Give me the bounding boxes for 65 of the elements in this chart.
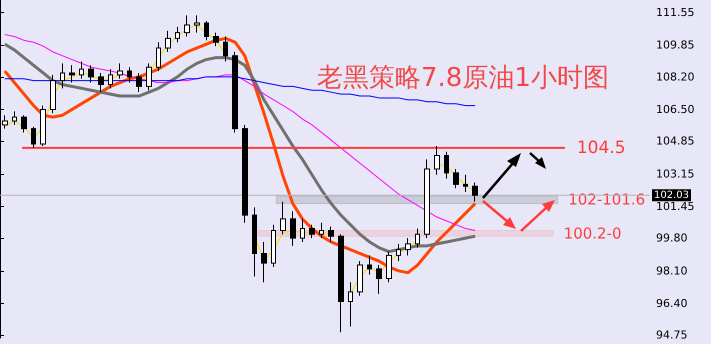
candlestick (348, 282, 353, 327)
ref-line-label: 102.03 (654, 190, 689, 201)
candlestick (271, 224, 276, 268)
candlestick (175, 26, 180, 43)
candlestick (12, 110, 17, 126)
candlestick (309, 224, 315, 239)
candlestick (424, 158, 430, 239)
candlestick (290, 210, 296, 246)
y-tick-label: 101.45 (656, 200, 694, 213)
candlestick (444, 151, 449, 180)
y-tick-label: 94.75 (656, 328, 688, 342)
y-tick-label: 103.15 (656, 167, 694, 180)
candlestick (136, 72, 142, 93)
candlestick (232, 51, 238, 134)
candlestick (117, 62, 123, 80)
candlestick (40, 105, 46, 146)
y-tick-label: 98.10 (656, 264, 688, 278)
candlestick (261, 241, 267, 283)
candlestick (98, 72, 104, 93)
candlestick (21, 114, 27, 134)
candlestick (204, 20, 209, 41)
candlestick (328, 226, 334, 242)
y-tick-label: 106.50 (656, 102, 694, 116)
candlestick (223, 36, 228, 62)
candlestick (156, 42, 161, 72)
candlestick (367, 254, 372, 276)
candlestick (165, 30, 171, 52)
y-tick-label: 111.55 (656, 6, 694, 19)
candlestick (357, 260, 363, 296)
candlestick (453, 168, 459, 189)
candlestick (463, 174, 468, 193)
candlestick (146, 62, 152, 91)
candlestick (79, 60, 84, 80)
y-tick-label: 104.85 (656, 134, 694, 148)
ref-line-label: 104.5 (576, 138, 626, 158)
text: 老黑策略7.8原油1小时图 (317, 63, 609, 93)
band-label: 102-101.6 (568, 190, 646, 209)
candlestick (386, 251, 392, 283)
y-tick-label: 99.80 (656, 232, 688, 245)
candlestick (434, 145, 440, 176)
y-tick-label: 108.20 (656, 70, 694, 84)
candlestick (472, 182, 478, 202)
candlestick (415, 228, 420, 248)
candlestick (338, 234, 344, 333)
band-label: 100.2-0 (564, 224, 622, 242)
candlestick (88, 64, 94, 84)
candlestick (127, 66, 132, 84)
candlestick (300, 218, 305, 242)
candlestick (242, 124, 248, 224)
candlestick (69, 64, 75, 84)
candlestick (60, 62, 65, 89)
candlestick (31, 126, 36, 148)
candlestick (184, 14, 190, 37)
candlestick (50, 74, 56, 114)
candlestick (405, 238, 411, 256)
y-tick-label: 109.85 (656, 38, 694, 52)
candlestick (280, 201, 286, 235)
candlestick (396, 243, 401, 262)
candlestick (194, 14, 200, 34)
y-tick-label: 96.40 (656, 296, 688, 310)
candlestick (213, 32, 219, 47)
candlestick (108, 68, 113, 89)
candlestick (252, 206, 257, 278)
candlestick (319, 222, 324, 239)
candlestick (376, 264, 382, 294)
